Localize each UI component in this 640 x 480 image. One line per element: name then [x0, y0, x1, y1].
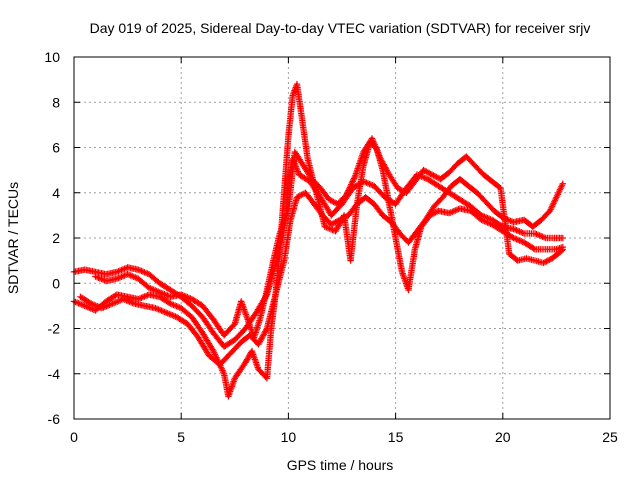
- y-tick-label: 8: [52, 94, 60, 110]
- x-tick-labels: 0 5 10 15 20 25: [70, 429, 618, 445]
- y-tick-labels: -6 -4 -2 0 2 4 6 8 10: [44, 49, 60, 427]
- y-axis-label: SDTVAR / TECUs: [5, 182, 21, 294]
- x-tick-label: 15: [388, 429, 404, 445]
- x-tick-label: 20: [495, 429, 511, 445]
- chart-title: Day 019 of 2025, Sidereal Day-to-day VTE…: [90, 20, 591, 36]
- y-tick-label: 10: [44, 49, 60, 65]
- y-tick-label: 2: [52, 230, 60, 246]
- x-tick-label: 5: [177, 429, 185, 445]
- y-tick-label: 6: [52, 140, 60, 156]
- y-tick-label: -6: [48, 411, 61, 427]
- y-tick-label: 4: [52, 185, 60, 201]
- y-tick-label: 0: [52, 275, 60, 291]
- axis-ticks: [73, 56, 611, 420]
- x-tick-label: 0: [70, 429, 78, 445]
- x-axis-label: GPS time / hours: [287, 457, 394, 473]
- point-markers: [92, 135, 566, 341]
- series-track-d: [92, 135, 566, 341]
- y-tick-label: -2: [48, 321, 61, 337]
- x-tick-label: 10: [281, 429, 297, 445]
- x-tick-label: 25: [602, 429, 618, 445]
- y-tick-label: -4: [48, 366, 61, 382]
